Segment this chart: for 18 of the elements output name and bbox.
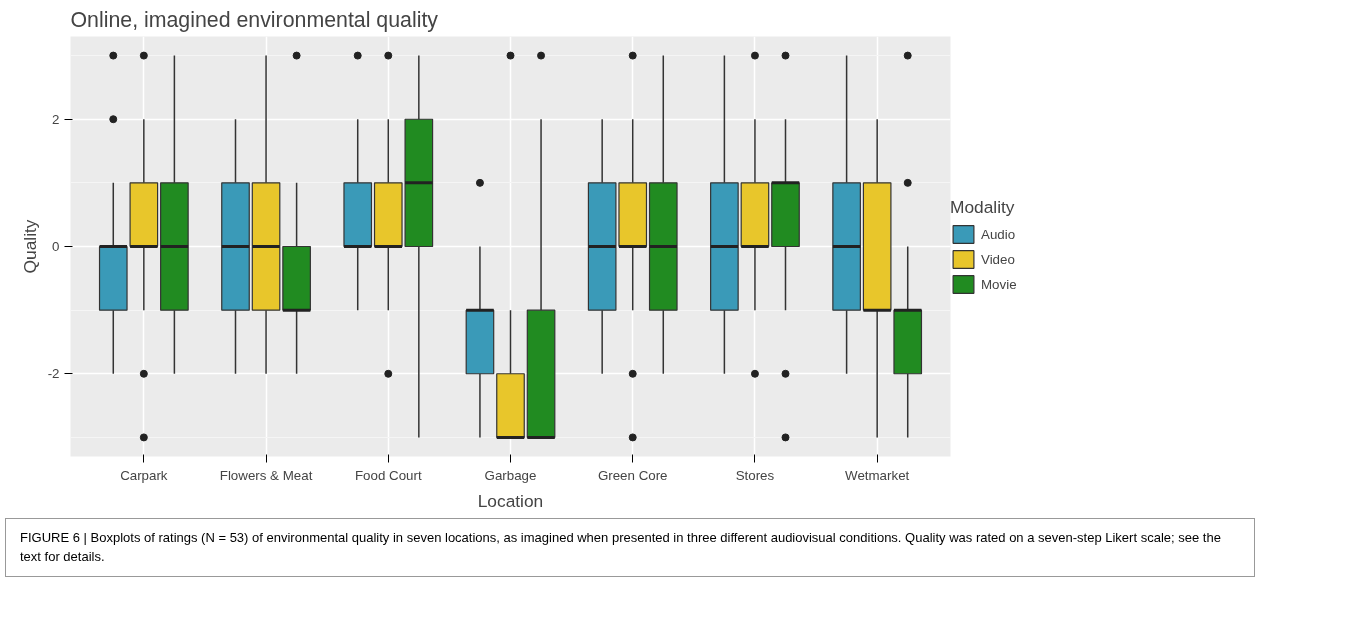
x-tick-label: Wetmarket <box>845 467 910 483</box>
x-axis-title: Location <box>477 490 544 511</box>
x-tick-label: Food Court <box>354 467 422 483</box>
legend-title: Modality <box>950 197 1016 218</box>
legend-label: Audio <box>981 226 1016 242</box>
legend-label: Video <box>981 251 1015 267</box>
x-tick-label: Stores <box>735 467 775 483</box>
chart-title: Online, imagined environmental quality <box>70 7 439 32</box>
x-tick-label: Carpark <box>120 467 168 483</box>
caption: FIGURE 6 | Boxplots of ratings (N = 53) of environmental quality in seven locations, as imagined when presented in three different audiovisual conditions. Quality was rated on a seven-step Likert scale; see the text for details. <box>20 529 1222 566</box>
y-tick-label: 2 <box>52 111 60 127</box>
x-tick-label: Garbage <box>484 467 537 483</box>
x-tick-label: Green Core <box>597 467 668 483</box>
y-axis-title: Quality <box>19 219 40 274</box>
legend-label: Movie <box>981 276 1017 292</box>
x-tick-label: Flowers & Meat <box>219 467 313 483</box>
y-tick-label: -2 <box>47 366 60 382</box>
y-tick-label: 0 <box>52 239 60 254</box>
